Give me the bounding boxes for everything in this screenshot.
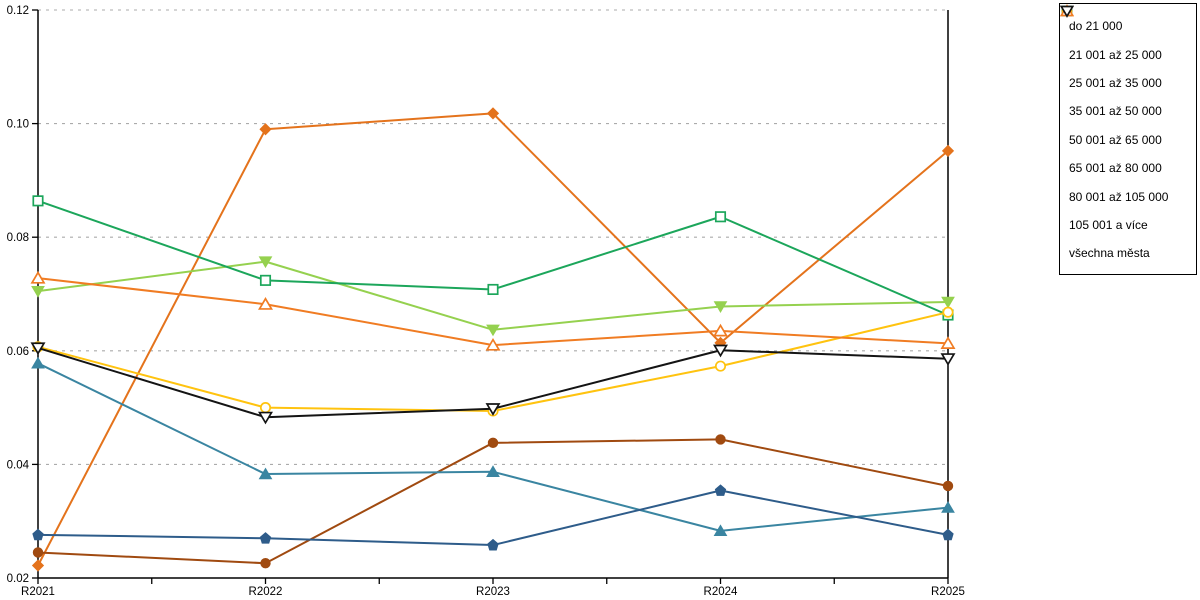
data-point-marker [258,256,273,269]
data-point-marker [487,538,499,551]
data-point-marker [714,484,727,496]
data-point-marker [713,524,728,537]
legend-item-35-001-a-50-000: 35 001 až 50 000 [1061,5,1192,125]
x-tick-label: R2021 [21,586,55,598]
data-point-marker [259,402,272,414]
data-point-marker [32,547,44,558]
data-point-marker [260,558,271,569]
series-25-001-a-35-000 [31,356,955,537]
legend-item-105-001-a-v-ce: 105 001 a více [1060,4,1192,239]
data-point-marker [30,270,46,284]
legend-item-80-001-a-105-000: 80 001 až 105 000 [1061,5,1192,210]
y-tick-label: 0.06 [7,346,29,358]
data-point-marker [485,337,501,351]
data-point-marker [31,285,45,298]
data-point-marker [714,211,727,223]
series-35-001-a-50-000 [32,484,954,551]
legend-item-do-21-000: do 21 000 [1061,5,1192,40]
data-point-marker [32,528,44,541]
series-65-001-a-80-000 [32,195,954,321]
data-point-marker [713,323,728,337]
y-tick-label: 0.02 [7,573,29,585]
data-point-marker [487,283,499,296]
x-tick-label: R2022 [249,586,283,598]
legend-item-65-001-a-80-000: 65 001 až 80 000 [1061,5,1192,182]
y-tick-label: 0.12 [7,5,29,17]
series-105-001-a-v-ce [30,270,956,351]
series-80-001-a-105-000 [32,306,954,417]
data-point-marker [713,301,728,313]
legend-item-21-001-a-25-000: 21 001 až 25 000 [1062,6,1192,68]
series-do-21-000 [31,107,955,572]
data-point-marker [259,532,272,544]
legend-item-v-echna-m-sta: všechna města [1060,5,1192,267]
x-tick-label: R2023 [476,586,510,598]
series-21-001-a-25-000 [32,434,954,569]
legend-label: 50 001 až 65 000 [1069,132,1162,147]
series-line-50-001-a-65-000 [37,260,949,331]
legend-item-25-001-a-35-000: 25 001 až 35 000 [1060,4,1192,97]
data-point-marker [940,353,956,366]
series-line-65-001-a-80-000 [37,199,949,317]
data-point-marker [713,344,728,358]
data-point-marker [258,297,273,310]
data-point-marker [715,434,726,445]
series-50-001-a-65-000 [31,256,955,337]
data-point-marker [941,501,955,513]
legend-label: 35 001 až 50 000 [1069,104,1162,119]
data-point-marker [941,296,955,309]
series-v-echna-m-sta [30,342,956,425]
x-tick-label: R2024 [704,586,738,598]
data-point-marker [486,324,500,337]
data-point-marker [714,360,727,372]
y-tick-label: 0.10 [7,119,29,131]
data-point-marker [30,342,46,356]
y-tick-label: 0.04 [7,459,30,471]
data-point-marker [485,403,501,416]
legend-label: 25 001 až 35 000 [1069,75,1162,90]
x-tick-label: R2025 [931,586,965,598]
data-point-marker [1060,5,1074,18]
legend-label: 21 001 až 25 000 [1069,47,1162,62]
data-point-marker [486,107,500,120]
data-point-marker [486,465,500,477]
legend: do 21 000 21 001 až 25 000 25 001 až 35 00… [1059,3,1197,275]
legend-label: 105 001 a více [1069,217,1148,232]
data-point-marker [31,356,45,369]
data-point-marker [942,528,954,541]
legend-label: do 21 000 [1069,19,1123,34]
data-point-marker [941,144,955,157]
data-point-marker [32,195,44,207]
data-point-marker [259,123,272,136]
data-point-marker [259,274,272,286]
data-point-marker [940,336,956,349]
series-line-35-001-a-50-000 [37,489,949,547]
y-tick-label: 0.08 [7,232,29,244]
data-point-marker [487,437,499,449]
legend-label: 65 001 až 80 000 [1069,161,1162,176]
data-point-marker [258,467,273,480]
data-point-marker [942,306,954,318]
v-echna-m-sta-marker-icon [1060,5,1074,18]
data-point-marker [942,480,954,492]
data-point-marker [258,411,273,425]
legend-item-50-001-a-65-000: 50 001 až 65 000 [1060,6,1192,154]
legend-label: 80 001 až 105 000 [1069,189,1169,204]
data-point-marker [31,559,45,572]
legend-label: všechna města [1069,246,1150,261]
